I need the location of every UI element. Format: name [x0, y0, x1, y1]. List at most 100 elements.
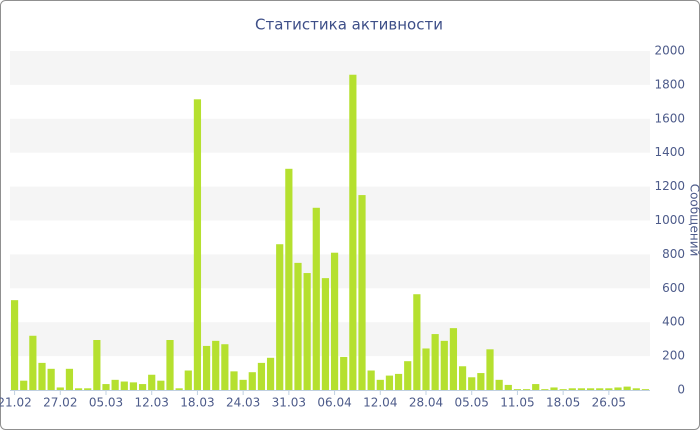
bar — [614, 387, 622, 390]
x-tick-label: 26.05 — [592, 396, 626, 410]
bar — [486, 349, 494, 390]
bar — [248, 372, 256, 390]
bar — [65, 368, 74, 390]
bar — [29, 335, 37, 390]
bar — [340, 356, 348, 390]
bar — [568, 388, 576, 390]
bar — [129, 382, 138, 390]
grid-band — [10, 322, 650, 357]
bar — [120, 381, 128, 390]
y-tick-label: 1200 — [654, 179, 685, 193]
bar — [577, 388, 586, 390]
x-tick-label: 24.03 — [226, 396, 260, 410]
x-tick-label: 28.04 — [409, 396, 443, 410]
bar — [449, 328, 458, 390]
y-tick-label: 800 — [662, 247, 685, 261]
bar — [394, 373, 403, 390]
x-tick-label: 05.05 — [455, 396, 489, 410]
bar — [175, 388, 183, 390]
bar — [157, 380, 165, 390]
bar — [212, 340, 220, 390]
bar — [385, 375, 394, 390]
bar — [47, 368, 55, 390]
y-tick-label: 1600 — [654, 111, 685, 125]
bar — [74, 388, 83, 390]
x-tick-label: 12.03 — [135, 396, 169, 410]
bar — [84, 388, 92, 390]
bar — [623, 386, 631, 390]
y-tick-label: 1800 — [654, 77, 685, 91]
bar — [321, 278, 330, 390]
bar — [266, 357, 275, 390]
bar — [605, 388, 613, 390]
bar — [166, 339, 174, 390]
x-tick-label: 18.05 — [546, 396, 580, 410]
x-tick-label: 21.02 — [0, 396, 32, 410]
bar — [468, 377, 476, 390]
bar — [458, 366, 467, 390]
grid-band — [10, 51, 650, 85]
bar — [202, 345, 211, 390]
y-tick-label: 600 — [662, 281, 685, 295]
bar — [495, 379, 503, 390]
bar — [193, 99, 202, 391]
y-tick-label: 2000 — [654, 44, 685, 58]
bar — [422, 348, 430, 390]
bar — [303, 273, 311, 390]
bar — [221, 344, 229, 390]
x-tick-label: 27.02 — [43, 396, 77, 410]
x-tick-label: 31.03 — [272, 396, 306, 410]
x-tick-label: 12.04 — [363, 396, 397, 410]
bar — [358, 195, 366, 390]
bar — [431, 334, 439, 390]
bar — [532, 384, 540, 390]
bar — [641, 389, 650, 390]
bar — [413, 294, 421, 390]
bar — [239, 379, 247, 390]
bar — [559, 389, 567, 390]
bar — [312, 207, 320, 390]
bar — [56, 387, 64, 390]
bar — [513, 389, 522, 390]
x-tick-label: 11.05 — [500, 396, 534, 410]
grid-band — [10, 118, 650, 153]
chart-title: Статистика активности — [255, 16, 443, 34]
bar — [376, 379, 384, 390]
bar — [504, 384, 512, 390]
bar — [541, 389, 549, 390]
bar — [138, 384, 147, 390]
y-tick-label: 1000 — [654, 213, 685, 227]
x-tick-label: 18.03 — [180, 396, 214, 410]
bar — [330, 252, 339, 390]
bar — [294, 262, 302, 390]
y-axis-label: Сообщений — [688, 184, 700, 257]
bar — [111, 379, 119, 390]
bar — [184, 370, 192, 390]
bar — [148, 374, 156, 390]
bar — [367, 370, 375, 390]
y-tick-label: 200 — [662, 349, 685, 363]
bar — [10, 300, 19, 390]
grid-band — [10, 254, 650, 289]
bar — [404, 361, 412, 390]
bar — [230, 371, 238, 390]
bar — [550, 387, 558, 390]
bar — [38, 362, 46, 390]
bar — [477, 373, 485, 390]
bar — [349, 74, 357, 390]
bar — [102, 384, 110, 390]
bar — [285, 168, 293, 390]
x-tick-label: 05.03 — [89, 396, 123, 410]
bar — [20, 380, 28, 390]
y-tick-label: 1400 — [654, 145, 685, 159]
bar — [276, 244, 284, 390]
bar — [632, 388, 640, 390]
bar — [93, 339, 101, 390]
x-tick-label: 06.04 — [317, 396, 351, 410]
bar — [257, 362, 266, 390]
bar — [586, 388, 595, 390]
bar — [596, 388, 604, 390]
y-tick-label: 400 — [662, 315, 685, 329]
grid-band — [10, 186, 650, 221]
